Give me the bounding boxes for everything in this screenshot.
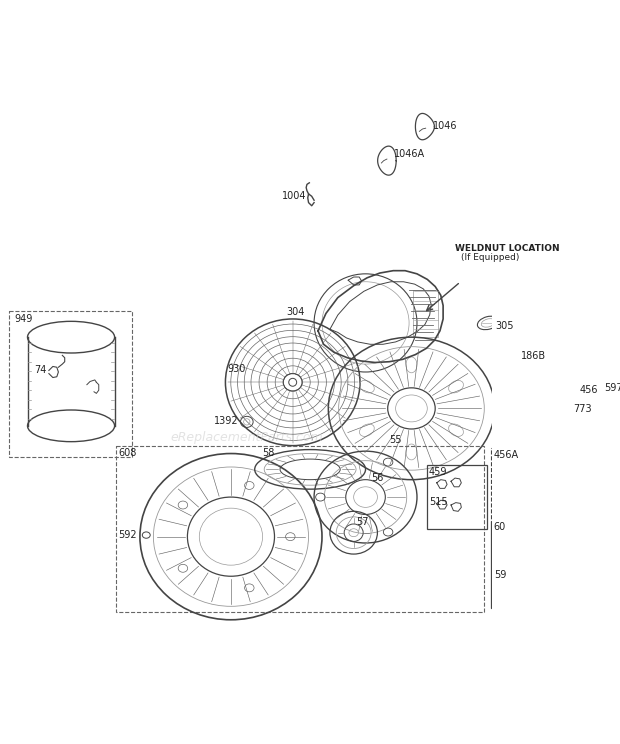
Text: 74: 74: [35, 365, 47, 375]
Text: 305: 305: [495, 321, 514, 330]
Text: 608: 608: [118, 448, 137, 458]
Bar: [490, 448, 582, 519]
Text: (If Equipped): (If Equipped): [461, 253, 520, 262]
Text: 60: 60: [494, 522, 506, 533]
Text: 456A: 456A: [494, 449, 519, 460]
Text: 592: 592: [118, 530, 137, 540]
Text: 57: 57: [356, 517, 368, 527]
Text: 56: 56: [371, 473, 383, 484]
Text: 304: 304: [286, 307, 305, 317]
Bar: [116, 446, 484, 612]
Text: 773: 773: [573, 404, 591, 414]
Text: eReplacementParts.com: eReplacementParts.com: [170, 432, 323, 444]
Text: 459: 459: [429, 467, 448, 477]
Text: 58: 58: [263, 448, 275, 458]
Text: WELDNUT LOCATION: WELDNUT LOCATION: [455, 244, 560, 253]
Bar: [9, 311, 132, 458]
Text: 55: 55: [389, 435, 402, 446]
Text: 1046A: 1046A: [394, 149, 425, 158]
Bar: [490, 521, 570, 608]
Bar: [427, 466, 487, 529]
Bar: [413, 289, 438, 337]
Text: 515: 515: [429, 497, 448, 507]
Text: 930: 930: [227, 364, 246, 374]
Text: 186B: 186B: [521, 350, 546, 361]
Text: 456: 456: [579, 385, 598, 394]
Text: 949: 949: [14, 314, 32, 324]
Text: 1046: 1046: [433, 121, 458, 131]
Text: 597: 597: [604, 383, 620, 393]
Text: 59: 59: [494, 570, 506, 580]
Text: 1392: 1392: [213, 417, 238, 426]
Text: 1004: 1004: [283, 190, 307, 201]
